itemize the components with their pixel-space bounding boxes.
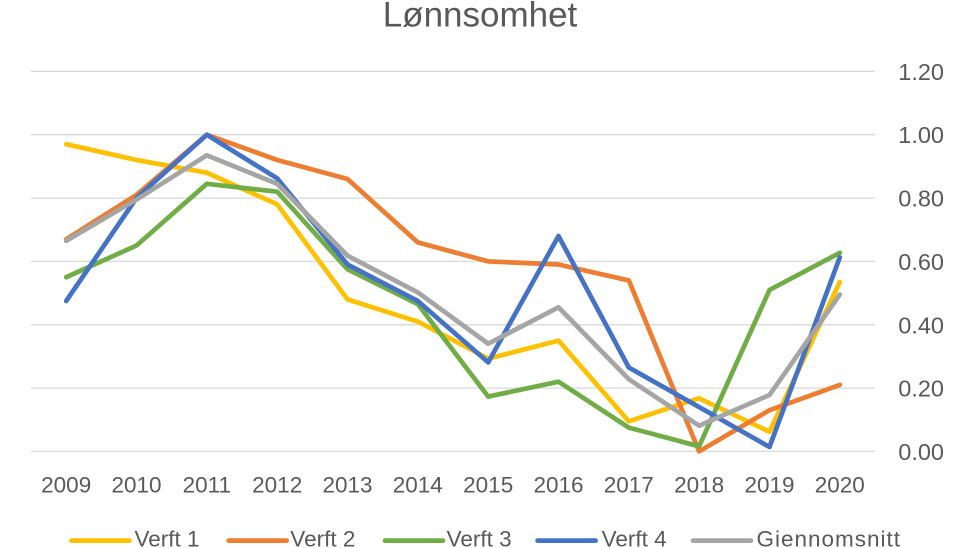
svg-text:2014: 2014 <box>393 473 443 498</box>
svg-text:Verft 3: Verft 3 <box>447 527 512 548</box>
svg-text:1.20: 1.20 <box>898 59 944 85</box>
svg-text:2013: 2013 <box>322 473 372 498</box>
svg-text:0.40: 0.40 <box>898 312 944 338</box>
svg-text:2019: 2019 <box>744 473 794 498</box>
svg-text:0.20: 0.20 <box>898 376 944 402</box>
svg-text:0.60: 0.60 <box>898 249 944 275</box>
svg-text:2015: 2015 <box>463 473 513 498</box>
svg-text:2012: 2012 <box>252 473 302 498</box>
svg-text:0.80: 0.80 <box>898 186 944 212</box>
svg-text:Verft 1: Verft 1 <box>135 527 200 548</box>
svg-text:2018: 2018 <box>674 473 724 498</box>
svg-text:2009: 2009 <box>41 473 91 498</box>
svg-text:2011: 2011 <box>183 473 231 498</box>
svg-text:2016: 2016 <box>533 473 583 498</box>
svg-text:2017: 2017 <box>604 473 654 498</box>
svg-text:2010: 2010 <box>111 473 161 498</box>
svg-text:Verft 2: Verft 2 <box>290 527 355 548</box>
svg-text:1.00: 1.00 <box>898 122 944 148</box>
svg-text:2020: 2020 <box>815 473 865 498</box>
svg-text:Verft 4: Verft 4 <box>602 527 667 548</box>
svg-text:Lønnsomhet: Lønnsomhet <box>383 0 578 35</box>
svg-text:Giennomsnitt: Giennomsnitt <box>757 527 902 548</box>
svg-text:0.00: 0.00 <box>898 439 944 465</box>
